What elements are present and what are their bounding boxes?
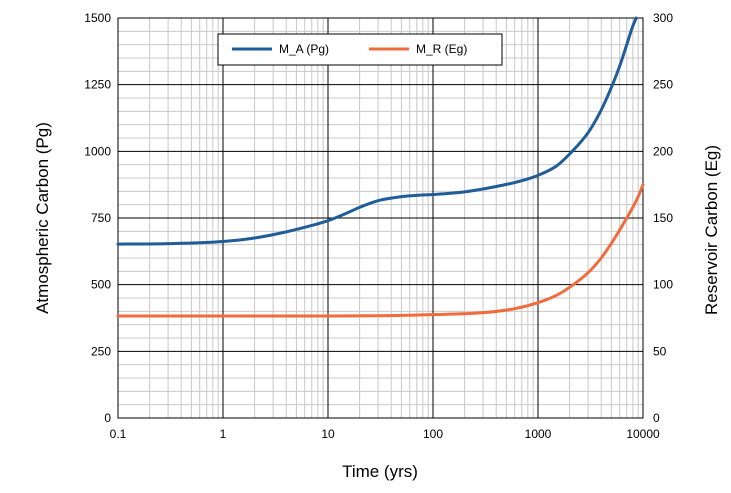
series-line-mr [116, 183, 645, 318]
y-tick-label: 1250 [84, 78, 111, 92]
grid-lines [117, 17, 644, 419]
tick-labels: 0.1 1 10 100 1000 100000250500750100012501500… [84, 11, 673, 441]
x-tick-label: 1000 [525, 427, 552, 441]
y2-tick-label: 100 [653, 278, 673, 292]
y2-axis-title: Reservoir Carbon (Eg) [702, 145, 721, 315]
y2-tick-label: 50 [653, 344, 667, 358]
x-tick-label: 0.1 [110, 427, 127, 441]
x-tick-label: 1 [220, 427, 227, 441]
y-tick-label: 0 [104, 411, 111, 425]
x-tick-label: 10 [321, 427, 335, 441]
y-axis-title: Atmospheric Carbon (Pg) [33, 122, 52, 314]
y-tick-label: 250 [91, 344, 111, 358]
y2-tick-label: 150 [653, 211, 673, 225]
y2-tick-label: 250 [653, 78, 673, 92]
plot-area-border [117, 17, 644, 419]
legend-label-ma: M_A (Pg) [279, 42, 329, 56]
y2-tick-label: 0 [653, 411, 660, 425]
y2-tick-label: 200 [653, 144, 673, 158]
y2-tick-label: 300 [653, 11, 673, 25]
x-tick-label: 10000 [626, 427, 660, 441]
x-axis-title: Time (yrs) [342, 462, 418, 481]
y-tick-label: 1000 [84, 144, 111, 158]
y-tick-label: 750 [91, 211, 111, 225]
series-layer [116, 16, 645, 318]
legend: M_A (Pg) M_R (Eg) [217, 33, 503, 66]
series-line-ma [116, 16, 638, 246]
y-tick-label: 1500 [84, 11, 111, 25]
x-tick-label: 100 [423, 427, 443, 441]
y-tick-label: 500 [91, 278, 111, 292]
legend-label-mr: M_R (Eg) [416, 42, 467, 56]
